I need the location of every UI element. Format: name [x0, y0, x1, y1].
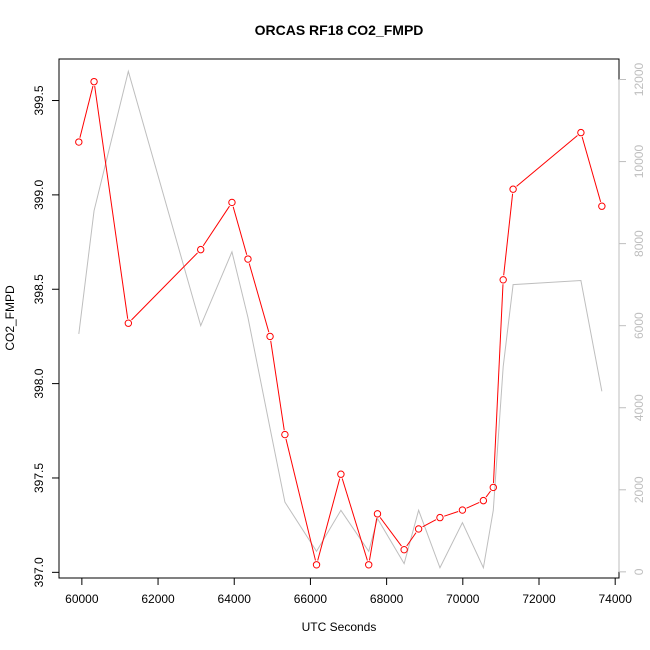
series-0-point	[337, 470, 345, 478]
series-0-point	[414, 525, 423, 533]
y2-axis: 0 2000 4000 6000 8000 10000 12000	[618, 63, 646, 575]
series-0-segment	[516, 135, 578, 187]
y-tick-label: 398.5	[32, 274, 46, 304]
x-tick-label: 62000	[141, 592, 175, 606]
x-tick-label: 72000	[522, 592, 556, 606]
series-0-point	[499, 276, 507, 284]
series-0-point	[228, 198, 236, 207]
x-tick-label: 64000	[218, 592, 252, 606]
series-0-point	[436, 513, 444, 522]
series-0-segment	[485, 490, 491, 498]
series-0-segment	[248, 263, 270, 333]
series-0-segment	[581, 136, 602, 203]
series-0-point	[281, 430, 289, 439]
series-0-point	[266, 332, 274, 341]
series-0-segment	[444, 511, 459, 517]
y-axis: 397.0 397.5 398.0 398.5 399.0 399.5	[32, 85, 60, 587]
series-0-point	[90, 77, 98, 86]
series-0-point	[312, 561, 321, 569]
series-0-segment	[202, 205, 230, 247]
series-0-segment	[317, 478, 341, 561]
series-1-line	[78, 69, 603, 570]
series-0-segment	[94, 86, 129, 319]
y-tick-label: 397.0	[32, 557, 46, 587]
series-0-segment	[368, 518, 378, 561]
series-0-point	[244, 255, 252, 263]
chart-title: ORCAS RF18 CO2_FMPD	[255, 22, 424, 38]
x-axis: 60000 62000 64000 66000 68000 70000 72000 74000	[65, 577, 633, 606]
series-0-segment	[466, 502, 480, 509]
series-0-point	[75, 138, 83, 146]
series-0-segment	[422, 519, 437, 528]
y-tick-label: 398.0	[32, 368, 46, 398]
y2-tick-label: 10000	[632, 145, 646, 179]
series-0-point	[458, 506, 467, 514]
series-0-segment	[492, 284, 504, 483]
x-tick-label: 68000	[370, 592, 404, 606]
series-0-point	[489, 483, 497, 492]
x-axis-label: UTC Seconds	[302, 620, 377, 634]
y2-tick-label: 0	[632, 568, 646, 575]
y2-tick-label: 12000	[632, 63, 646, 97]
y2-tick-label: 6000	[632, 312, 646, 339]
series-0-point	[577, 128, 585, 137]
x-tick-label: 66000	[294, 592, 328, 606]
series-0-segment	[503, 193, 514, 276]
series-left	[75, 77, 606, 569]
series-0-segment	[232, 206, 248, 255]
x-tick-label: 60000	[65, 592, 99, 606]
y2-tick-label: 2000	[632, 476, 646, 503]
series-0-point	[373, 510, 382, 518]
y-tick-label: 399.0	[32, 180, 46, 210]
y-tick-label: 397.5	[32, 463, 46, 493]
series-0-segment	[406, 532, 417, 547]
series-0-segment	[79, 85, 94, 138]
y2-tick-label: 4000	[632, 394, 646, 421]
series-0-point	[598, 202, 606, 210]
y-tick-label: 399.5	[32, 85, 46, 115]
x-tick-label: 74000	[599, 592, 633, 606]
series-0-segment	[285, 438, 316, 561]
y2-tick-label: 8000	[632, 230, 646, 257]
x-tick-label: 70000	[446, 592, 480, 606]
series-0-point	[365, 561, 373, 569]
series-0-point	[197, 245, 205, 254]
series-0-point	[509, 185, 517, 193]
series-right	[78, 69, 603, 570]
plot-frame	[58, 58, 620, 579]
series-0-point	[124, 319, 133, 327]
series-0-segment	[341, 478, 368, 561]
series-0-point	[400, 545, 408, 554]
series-0-segment	[379, 517, 402, 547]
y-axis-label: CO2_FMPD	[3, 285, 17, 351]
series-0-segment	[131, 252, 198, 321]
series-0-segment	[270, 340, 285, 431]
series-0-point	[479, 496, 488, 505]
